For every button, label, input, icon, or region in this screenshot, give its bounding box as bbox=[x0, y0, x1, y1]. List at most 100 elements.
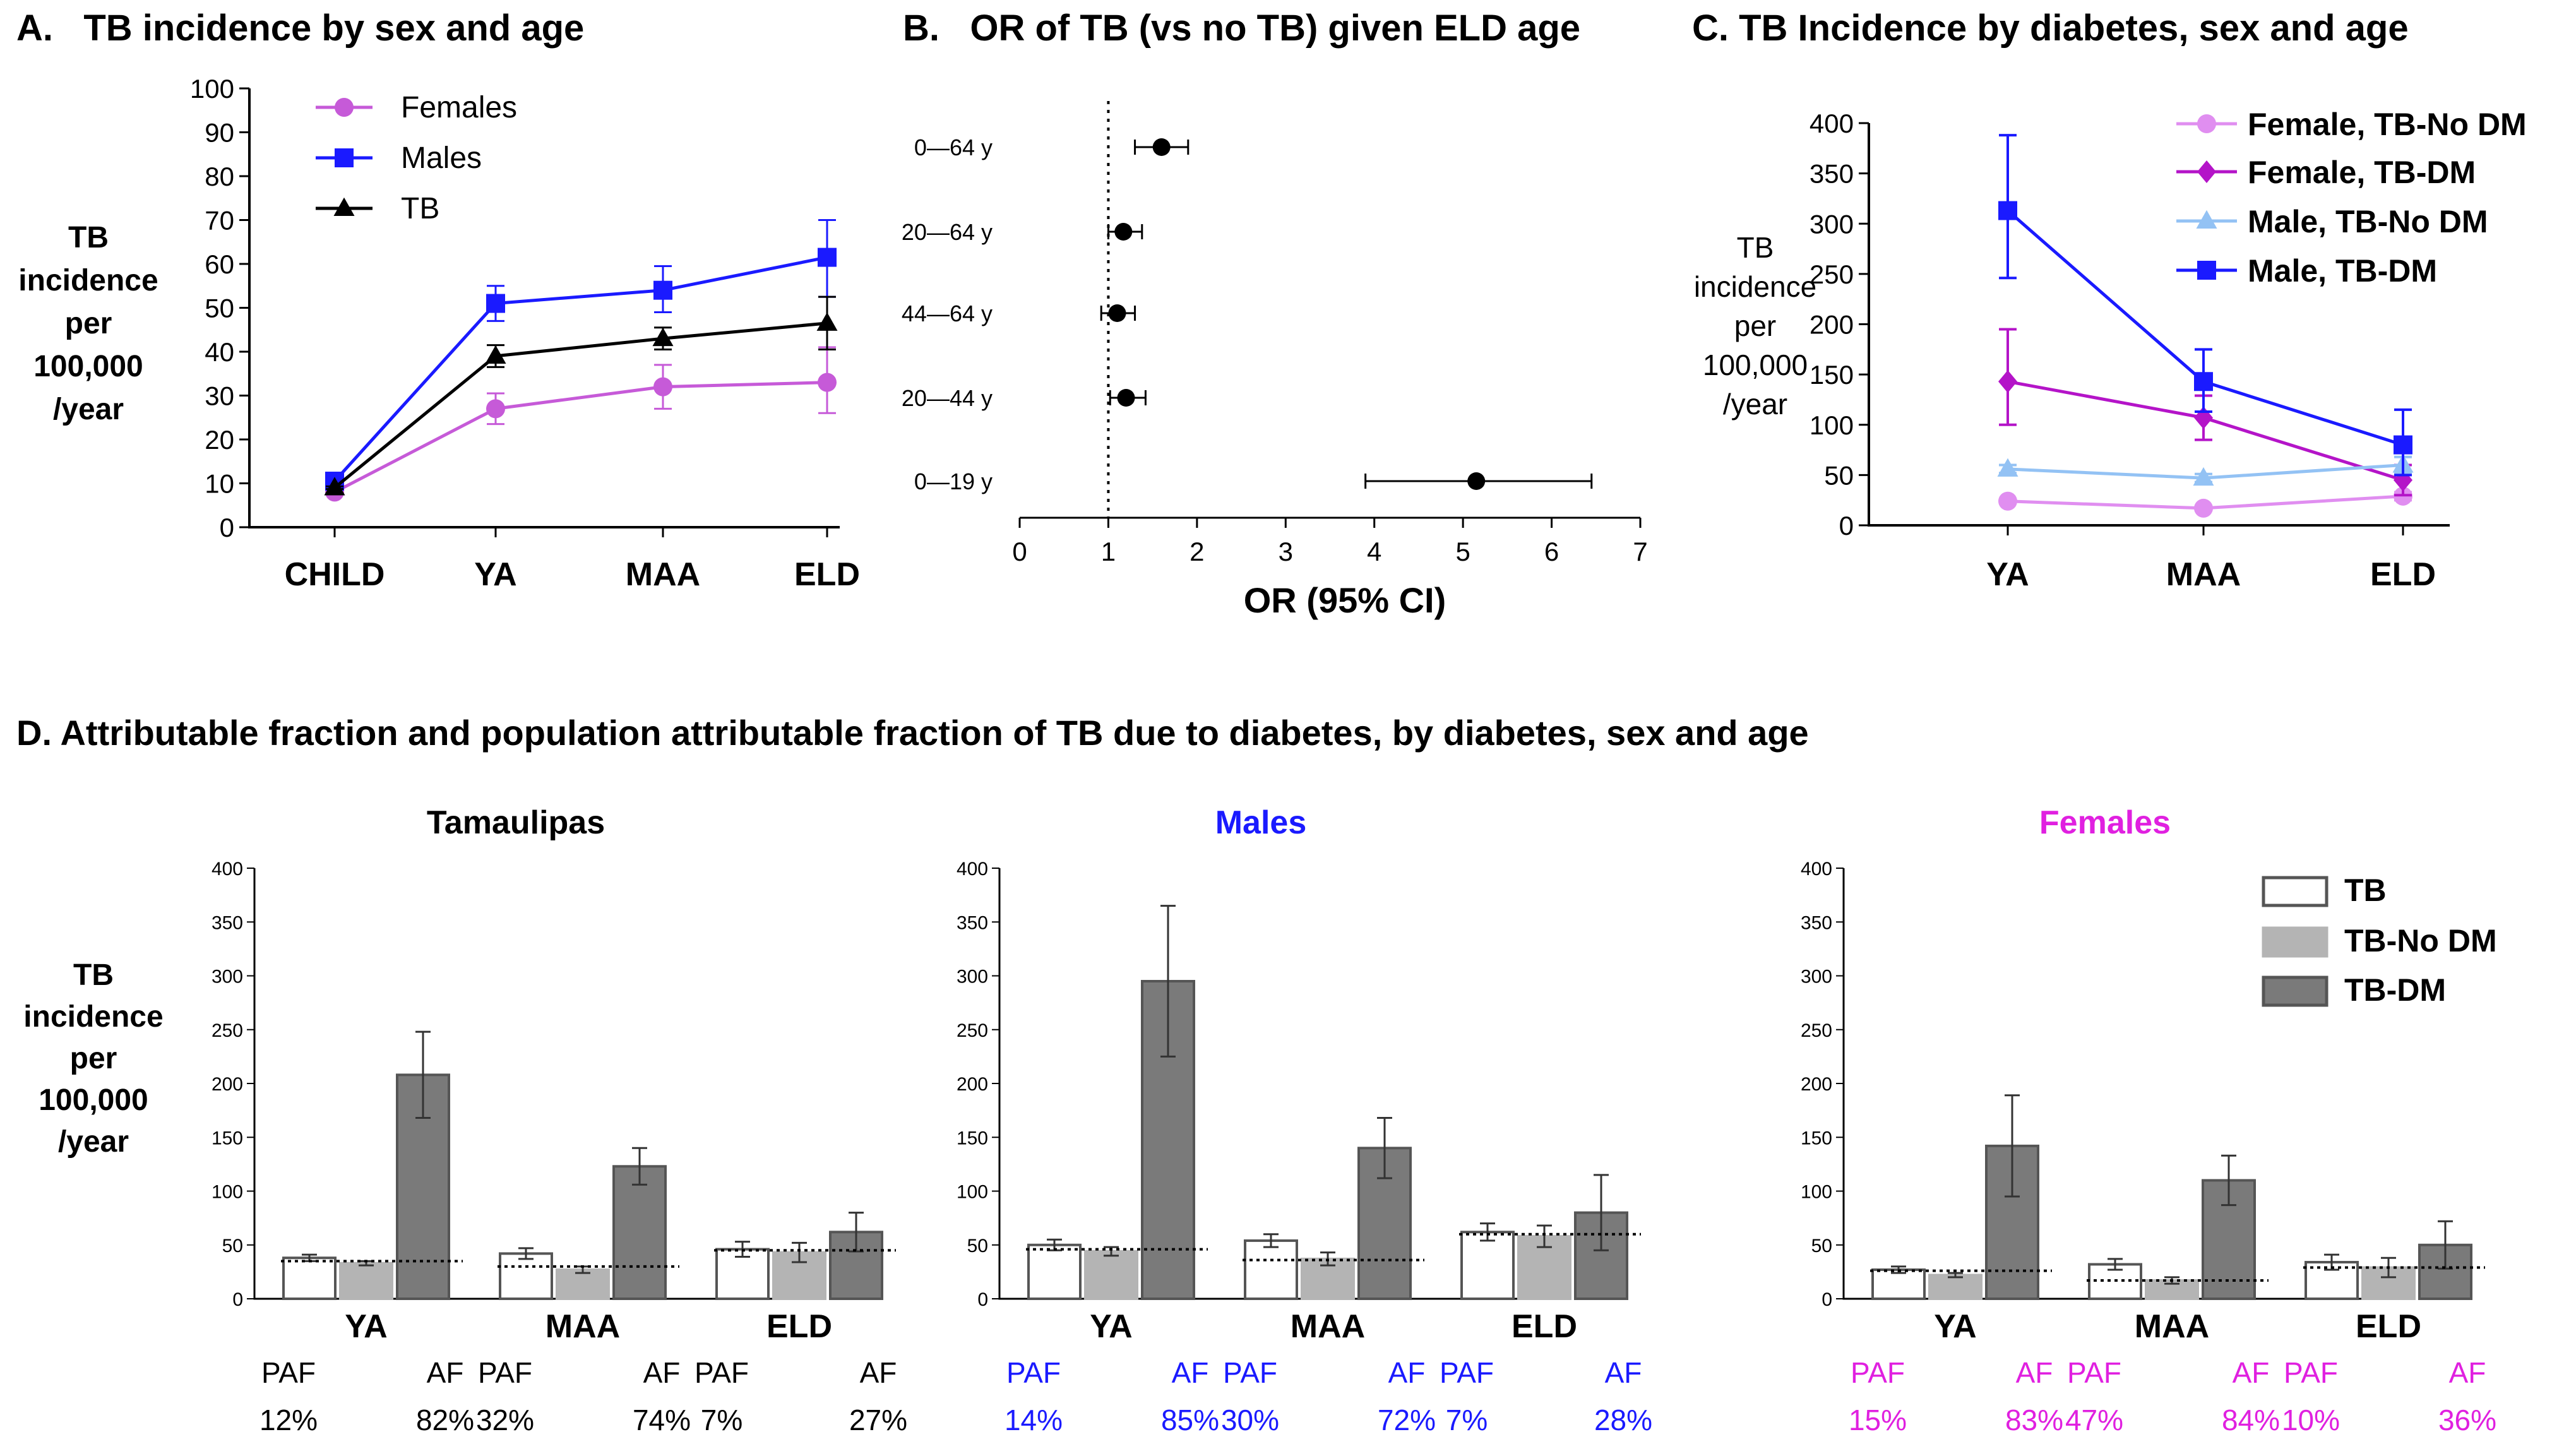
panel-d-xtick-label: ELD bbox=[1512, 1308, 1577, 1345]
panel-d-paf-label: PAF bbox=[478, 1356, 532, 1389]
panel-d-legend-label: TB-DM bbox=[2344, 972, 2446, 1008]
panel-c-legend-label: Female, TB-No DM bbox=[2248, 107, 2527, 142]
panel-d-paf-value: 15% bbox=[1849, 1404, 1907, 1436]
panel-d-paf-value: 7% bbox=[701, 1404, 742, 1436]
panel-d-af-label: AF bbox=[2016, 1356, 2053, 1389]
panel-d-errorbar bbox=[632, 1147, 647, 1186]
panel-d-ylabel-line: per bbox=[70, 1042, 117, 1075]
panel-a-point bbox=[816, 312, 838, 331]
panel-d-paf-value: 7% bbox=[1446, 1404, 1488, 1436]
panel-c-xtick-label: MAA bbox=[2166, 556, 2241, 593]
panel-b-xtick-label: 1 bbox=[1101, 537, 1116, 566]
panel-d-errorbar bbox=[1263, 1233, 1279, 1248]
panel-d-af-value: 83% bbox=[2005, 1404, 2063, 1436]
panel-d-paf-label: PAF bbox=[261, 1356, 316, 1389]
panel-c-legend-label: Male, TB-No DM bbox=[2248, 204, 2488, 239]
panel-c-ytick-label: 100 bbox=[1810, 410, 1854, 440]
panel-a-point bbox=[485, 345, 506, 364]
panel-d-ytick-label: 350 bbox=[212, 912, 243, 933]
panel-d-legend-swatch bbox=[2262, 926, 2329, 958]
panel-c-ylabel-line: 100,000 bbox=[1703, 349, 1808, 381]
panel-d-ytick-label: 250 bbox=[957, 1020, 988, 1041]
panel-d-bar bbox=[1244, 1239, 1298, 1301]
panel-a-legend-marker bbox=[335, 98, 354, 117]
panel-d-ytick-label: 250 bbox=[1801, 1020, 1832, 1041]
panel-d-legend-swatch bbox=[2262, 976, 2329, 1007]
panel-b-xtick-label: 0 bbox=[1012, 537, 1027, 566]
panel-c-point bbox=[2194, 372, 2213, 391]
panel-a-ylabel-line: TB bbox=[68, 221, 109, 254]
panel-a-ylabel-line: 100,000 bbox=[33, 350, 143, 383]
panel-d-ytick-label: 200 bbox=[212, 1074, 243, 1095]
panel-d-af-label: AF bbox=[2233, 1356, 2270, 1389]
panel-d-ytick-label: 100 bbox=[957, 1182, 988, 1203]
panel-d-errorbar bbox=[2005, 1094, 2020, 1198]
panel-c-ytick-label: 200 bbox=[1810, 310, 1854, 340]
panel-b-xtick-label: 7 bbox=[1633, 537, 1647, 566]
panel-d-errorbar bbox=[2108, 1258, 2123, 1271]
panel-d-af-value: 84% bbox=[2222, 1404, 2280, 1436]
panel-d-ytick-label: 350 bbox=[957, 912, 988, 933]
panel-d-xtick-label: ELD bbox=[2356, 1308, 2421, 1345]
panel-d-af-label: AF bbox=[1388, 1356, 1426, 1389]
panel-a-point bbox=[818, 373, 837, 392]
panel-d-af-label: AF bbox=[1172, 1356, 1209, 1389]
panel-d-ytick-label: 0 bbox=[1822, 1289, 1832, 1310]
panel-a-xtick-label: CHILD bbox=[285, 556, 385, 593]
panel-d-paf-label: PAF bbox=[1440, 1356, 1494, 1389]
panel-d-ytick-label: 50 bbox=[1811, 1236, 1832, 1256]
panel-c-ytick-label: 0 bbox=[1839, 511, 1854, 540]
panel-b-category-label: 0—19 y bbox=[914, 468, 993, 494]
panel-d-af-label: AF bbox=[860, 1356, 897, 1389]
panel-d-bar bbox=[1460, 1231, 1515, 1301]
panel-d-bar bbox=[499, 1252, 553, 1301]
panel-d-bar bbox=[1027, 1243, 1082, 1300]
panel-c-xtick-label: YA bbox=[1986, 556, 2029, 593]
panel-b-point bbox=[1467, 472, 1486, 490]
panel-d-ytick-label: 50 bbox=[222, 1236, 243, 1256]
panel-d-ytick-label: 0 bbox=[232, 1289, 243, 1310]
panel-d-title: D. Attributable fraction and population … bbox=[16, 713, 1809, 753]
panel-d-legend-label: TB bbox=[2344, 873, 2387, 908]
panel-b-title: B. OR of TB (vs no TB) given ELD age bbox=[903, 8, 1580, 49]
panel-d-paf-value: 30% bbox=[1221, 1404, 1279, 1436]
panel-d-errorbar bbox=[1594, 1174, 1609, 1251]
panel-a-ytick-label: 70 bbox=[205, 206, 234, 236]
panel-d-ylabel-line: TB bbox=[73, 958, 114, 992]
panel-b-point bbox=[1152, 138, 1171, 156]
panel-d-ytick-label: 100 bbox=[1801, 1182, 1832, 1203]
panel-c-legend-label: Male, TB-DM bbox=[2248, 253, 2437, 289]
panel-d-xtick-label: MAA bbox=[2135, 1308, 2209, 1345]
panel-c-title: C. TB Incidence by diabetes, sex and age bbox=[1692, 8, 2409, 49]
panel-d-ylabel-line: /year bbox=[58, 1125, 129, 1159]
panel-c-ylabel-line: per bbox=[1734, 309, 1776, 342]
panel-a-ytick-label: 40 bbox=[205, 337, 234, 367]
panel-c-ytick-label: 300 bbox=[1810, 209, 1854, 239]
panel-c-ylabel-line: incidence bbox=[1694, 270, 1816, 303]
panel-d-af-value: 74% bbox=[633, 1404, 691, 1436]
panel-a-legend-marker bbox=[335, 148, 354, 167]
panel-d-chart: TB incidence per 100,000 /year Tamaulipa… bbox=[23, 804, 2496, 1436]
panel-a-legend-label: Females bbox=[401, 91, 517, 124]
panel-d-ytick-label: 200 bbox=[1801, 1074, 1832, 1095]
panel-d-errorbar bbox=[1537, 1224, 1552, 1248]
panel-a-chart: TB incidence per 100,000 /year 0 10 20 30 40… bbox=[18, 74, 860, 593]
panel-c-legend-marker bbox=[2197, 160, 2216, 183]
panel-c-legend-marker bbox=[2197, 114, 2216, 133]
panel-a-ytick-label: 50 bbox=[205, 294, 234, 323]
panel-d-xtick-label: ELD bbox=[766, 1308, 832, 1345]
panel-d-ytick-label: 100 bbox=[212, 1182, 243, 1203]
panel-d-errorbar bbox=[792, 1241, 807, 1263]
panel-a-legend-marker bbox=[333, 197, 355, 216]
panel-a-ytick-label: 0 bbox=[220, 513, 234, 542]
panel-c-ylabel: TB incidence per 100,000 /year bbox=[1694, 231, 1816, 421]
panel-c-legend-label: Female, TB-DM bbox=[2248, 155, 2476, 190]
panel-c-ytick-label: 50 bbox=[1824, 460, 1854, 490]
panel-c-point bbox=[1998, 201, 2017, 220]
panel-d-ytick-label: 300 bbox=[212, 967, 243, 988]
panel-d-bar bbox=[556, 1268, 610, 1300]
panel-b-category-label: 20—64 y bbox=[902, 219, 993, 245]
panel-d-bar bbox=[612, 1165, 667, 1301]
panel-d-ylabel: TB incidence per 100,000 /year bbox=[23, 958, 163, 1159]
